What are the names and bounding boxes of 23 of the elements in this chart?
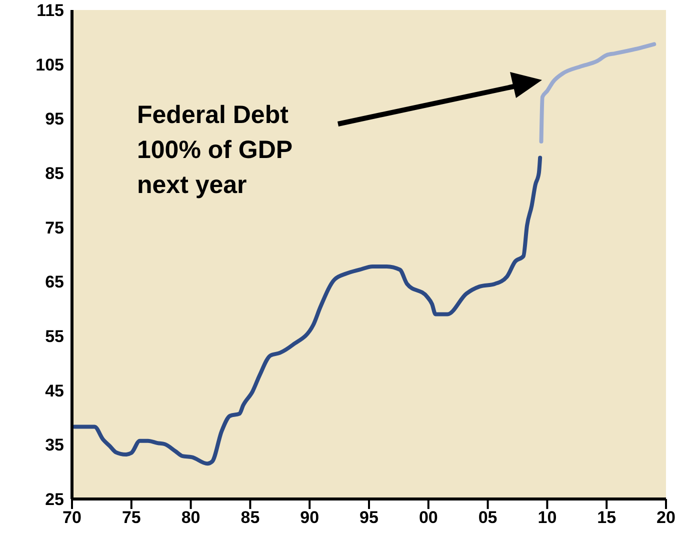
x-tick-label: 10 [538,508,557,528]
y-tick-label: 75 [45,218,64,238]
y-tick-label: 95 [45,110,64,129]
x-tick-label: 70 [62,508,82,528]
x-tick-label: 75 [122,508,141,528]
x-tick-label: 85 [240,508,260,528]
y-tick-label: 25 [45,490,64,510]
y-tick-label: 115 [36,1,64,20]
y-tick-label: 55 [45,327,64,346]
x-tick-label: 00 [418,508,438,528]
x-tick-label: 95 [360,508,378,528]
y-tick-label: 45 [45,381,64,400]
x-tick-label: 15 [597,508,616,528]
y-tick-label: 35 [45,436,64,455]
y-tick-label: 105 [36,55,64,74]
line-series [539,42,656,144]
y-tick-label: 65 [45,272,64,292]
x-tick-label: 90 [300,508,320,528]
x-tick-label: 20 [656,508,676,528]
x-tick-label: 80 [181,508,200,528]
x-tick-label: 05 [478,508,498,528]
y-tick-label: 85 [45,164,64,184]
annotation: Federal Debt 100% of GDP next year [137,100,293,201]
